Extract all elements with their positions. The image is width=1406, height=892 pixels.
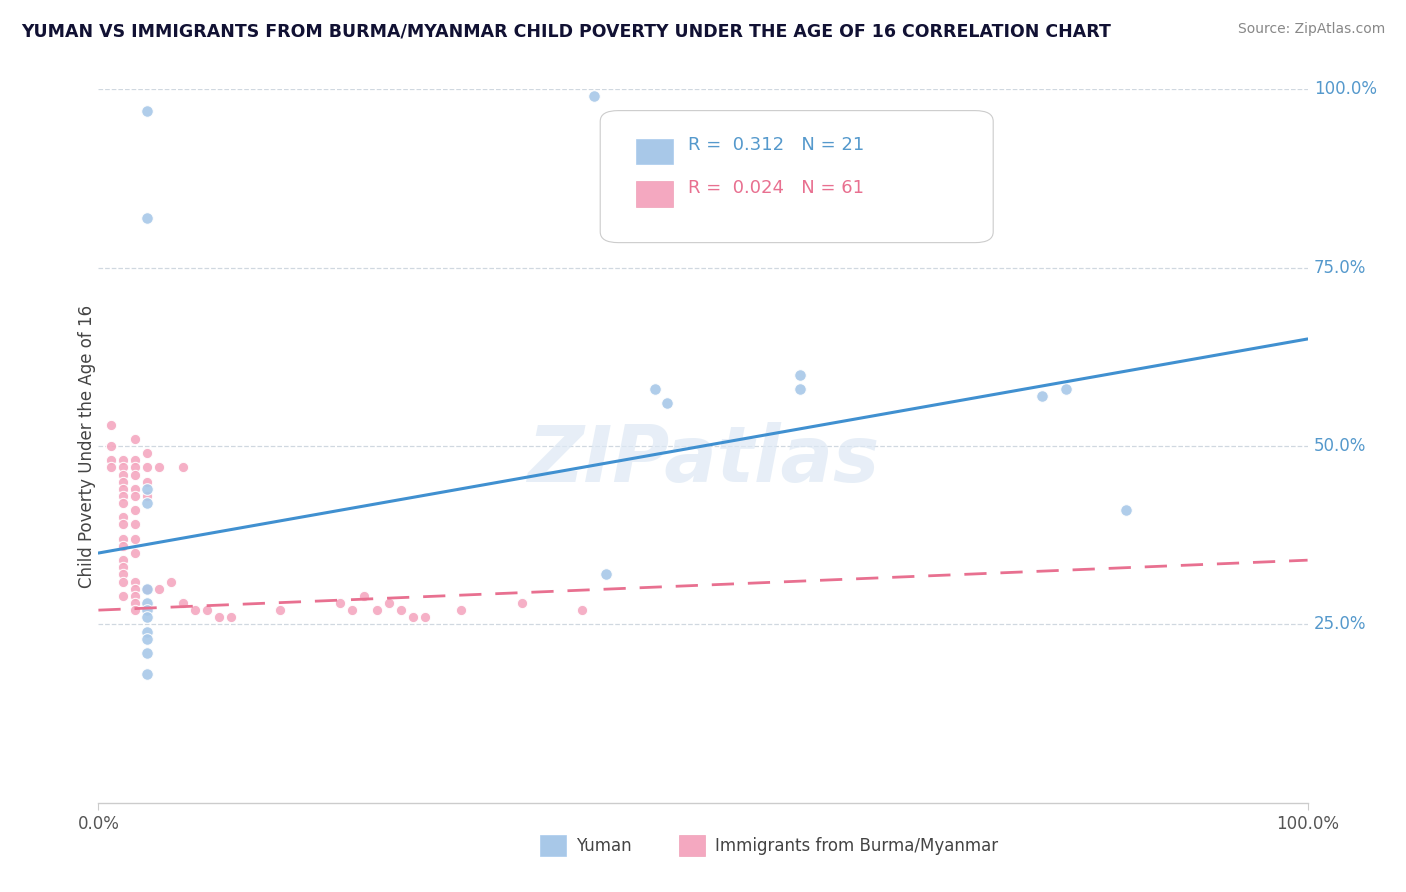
Point [135,460,157,475]
Point [366,603,388,617]
Y-axis label: Child Poverty Under the Age of 16: Child Poverty Under the Age of 16 [79,304,96,588]
Point [148,460,170,475]
Point [135,603,157,617]
Point [644,382,666,396]
Point [111,553,134,567]
Point [583,89,606,103]
Text: 100.0%: 100.0% [1313,80,1376,98]
Point [571,603,593,617]
Point [111,467,134,482]
Point [135,103,157,118]
Bar [540,835,567,856]
Point [111,489,134,503]
Point [148,582,170,596]
Point [135,646,157,660]
FancyBboxPatch shape [600,111,993,243]
Point [124,532,146,546]
Text: 50.0%: 50.0% [1313,437,1367,455]
Point [184,603,207,617]
Point [135,446,157,460]
Point [124,482,146,496]
Point [124,460,146,475]
Point [124,467,146,482]
Point [111,574,134,589]
Text: ZIPatlas: ZIPatlas [527,422,879,499]
Point [269,603,291,617]
Point [413,610,436,624]
Point [111,589,134,603]
Point [100,439,122,453]
Point [195,603,218,617]
Point [135,489,157,503]
Point [100,453,122,467]
Point [124,453,146,467]
Point [111,453,134,467]
Point [124,589,146,603]
Text: 75.0%: 75.0% [1313,259,1367,277]
Point [100,460,122,475]
Point [100,417,122,432]
Point [402,610,425,624]
Point [789,368,811,382]
Text: Immigrants from Burma/Myanmar: Immigrants from Burma/Myanmar [716,837,998,855]
Point [172,460,194,475]
Point [111,517,134,532]
Point [1054,382,1077,396]
Point [135,582,157,596]
Point [124,432,146,446]
Point [135,582,157,596]
Bar [637,138,672,164]
Point [124,596,146,610]
Point [124,546,146,560]
Point [124,582,146,596]
Point [135,610,157,624]
Point [135,667,157,681]
Text: R =  0.312   N = 21: R = 0.312 N = 21 [689,136,865,153]
Text: YUMAN VS IMMIGRANTS FROM BURMA/MYANMAR CHILD POVERTY UNDER THE AGE OF 16 CORRELA: YUMAN VS IMMIGRANTS FROM BURMA/MYANMAR C… [21,22,1111,40]
Point [208,610,231,624]
Point [789,382,811,396]
Point [510,596,533,610]
Point [111,539,134,553]
Point [111,475,134,489]
Point [124,489,146,503]
Text: 25.0%: 25.0% [1313,615,1367,633]
Point [595,567,617,582]
Point [450,603,472,617]
Point [135,475,157,489]
Point [1115,503,1137,517]
Point [124,503,146,517]
Point [135,632,157,646]
Point [124,574,146,589]
Point [111,560,134,574]
Point [111,532,134,546]
Point [655,396,678,410]
Point [124,517,146,532]
Point [135,211,157,225]
Point [389,603,412,617]
Point [124,603,146,617]
Text: Source: ZipAtlas.com: Source: ZipAtlas.com [1237,22,1385,37]
Bar [679,835,706,856]
Text: Yuman: Yuman [576,837,631,855]
Point [111,496,134,510]
Point [111,510,134,524]
Point [221,610,243,624]
Point [377,596,399,610]
Point [353,589,375,603]
Point [111,460,134,475]
Point [111,567,134,582]
Point [342,603,364,617]
Bar [637,181,672,207]
Point [172,596,194,610]
Point [135,624,157,639]
Point [111,482,134,496]
Point [160,574,183,589]
Point [135,596,157,610]
Point [135,496,157,510]
Point [1031,389,1053,403]
Text: R =  0.024   N = 61: R = 0.024 N = 61 [689,178,865,196]
Point [135,482,157,496]
Point [329,596,352,610]
